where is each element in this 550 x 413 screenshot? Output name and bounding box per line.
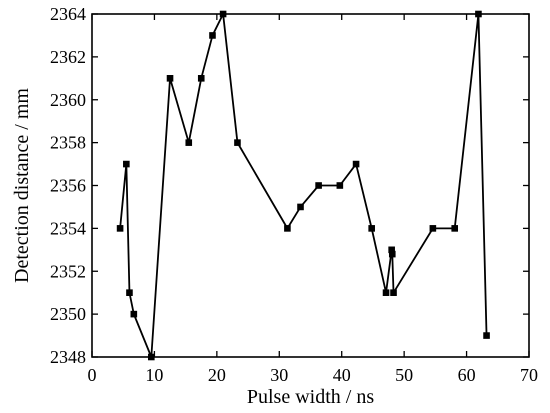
x-tick-label: 50 (395, 365, 413, 385)
data-point-marker (126, 289, 133, 296)
data-point-marker (185, 139, 193, 146)
y-tick-label: 2360 (50, 90, 86, 110)
data-point-marker (234, 139, 241, 146)
plot-frame (91, 13, 530, 358)
data-point-marker (388, 246, 395, 254)
data-point-marker (390, 289, 397, 296)
y-axis-title: Detection distance / mm (11, 88, 33, 283)
y-tick-label: 2348 (50, 347, 86, 367)
data-point-marker (209, 32, 216, 39)
marker-layer (116, 10, 490, 361)
data-point-marker (315, 182, 322, 189)
x-axis-title: Pulse width / ns (247, 386, 374, 408)
data-point-marker (382, 289, 390, 296)
x-tick-label: 40 (333, 365, 351, 385)
data-point-marker (197, 75, 205, 82)
data-point-marker (284, 225, 291, 232)
x-tick-label: 30 (270, 365, 288, 385)
x-tick-label: 60 (458, 365, 476, 385)
data-point-marker (130, 310, 138, 318)
data-point-marker (451, 225, 459, 232)
data-point-marker (297, 203, 304, 211)
data-point-marker (368, 225, 375, 232)
data-point-marker (429, 225, 437, 232)
data-point-marker (388, 250, 396, 258)
y-tick-label: 2358 (50, 133, 86, 153)
x-tick-label: 70 (520, 365, 538, 385)
y-tick-label: 2350 (50, 304, 86, 324)
data-point-marker (352, 160, 360, 168)
tick-label-layer: 0 10 20 30 40 50 60 70 2348 2350 2352 2354 2356 2358 2… (50, 4, 538, 385)
y-tick-label: 2362 (50, 47, 86, 67)
data-point-marker (123, 160, 130, 168)
data-point-marker (166, 75, 174, 82)
y-tick-label: 2356 (50, 176, 86, 196)
tick-layer (91, 13, 530, 358)
y-tick-label: 2352 (50, 261, 86, 281)
data-point-marker (116, 225, 124, 232)
x-tick-label: 0 (88, 365, 97, 385)
y-tick-label: 2354 (50, 218, 86, 238)
y-tick-label: 2364 (50, 4, 86, 24)
x-tick-label: 20 (208, 365, 226, 385)
data-point-marker (483, 332, 490, 339)
data-point-marker (336, 182, 344, 189)
series-line (119, 13, 488, 358)
x-tick-label: 10 (145, 365, 163, 385)
